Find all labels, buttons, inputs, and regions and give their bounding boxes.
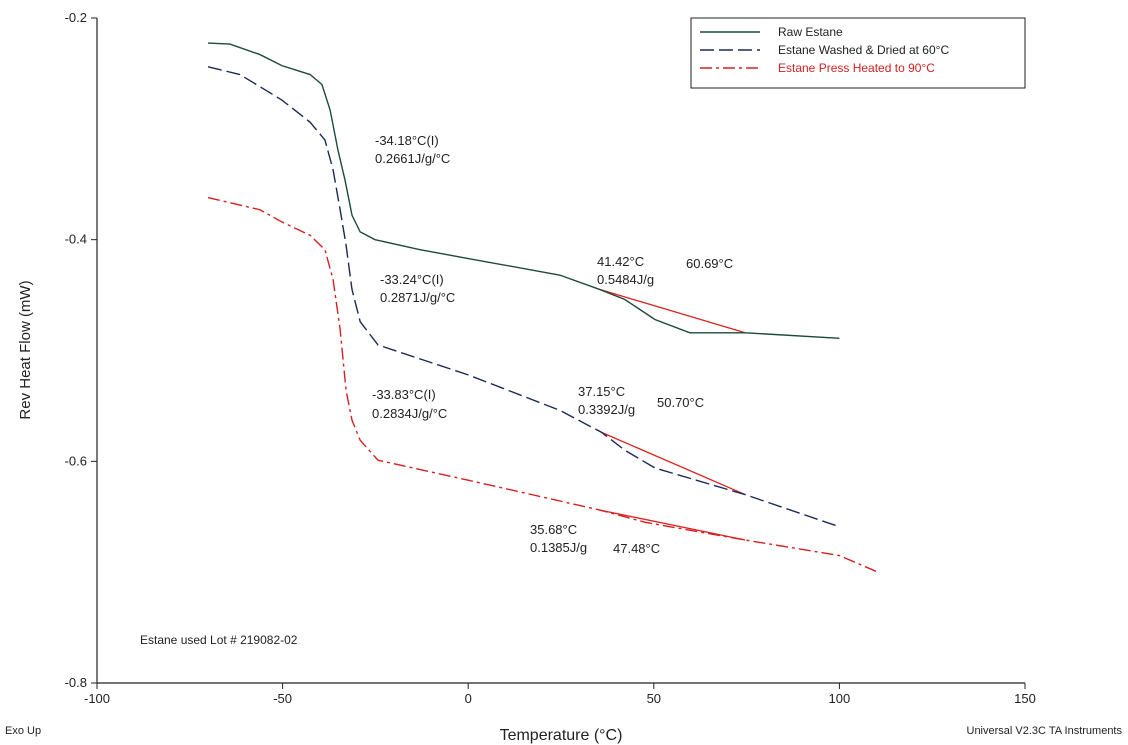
annotation: -34.18°C(I) [375, 133, 439, 148]
tangent-line [599, 288, 746, 334]
annotation: 47.48°C [613, 541, 660, 556]
y-tick-label: -0.8 [65, 675, 87, 690]
y-tick-label: -0.6 [65, 453, 87, 468]
y-tick-label: -0.2 [65, 10, 87, 25]
data-line [207, 66, 840, 528]
annotation: 60.69°C [686, 256, 733, 271]
annotation: 0.2834J/g/°C [372, 406, 447, 421]
x-tick-label: 100 [829, 691, 851, 706]
annotation: 41.42°C [597, 254, 644, 269]
annotation: 35.68°C [530, 522, 577, 537]
x-tick-label: 0 [465, 691, 472, 706]
annotation: -33.83°C(I) [372, 387, 436, 402]
data-line [207, 42, 840, 340]
annotation: 0.1385J/g [530, 540, 587, 555]
annotation: 50.70°C [657, 395, 704, 410]
x-tick-label: -100 [84, 691, 110, 706]
footer-right: Universal V2.3C TA Instruments [967, 725, 1123, 737]
tangent-line [601, 431, 746, 496]
x-tick-label: 150 [1014, 691, 1036, 706]
annotation: 0.3392J/g [578, 402, 635, 417]
annotation: 37.15°C [578, 384, 625, 399]
x-tick-label: -50 [273, 691, 292, 706]
tangent-line [599, 509, 746, 541]
annotation: 0.5484J/g [597, 272, 654, 287]
annotation: -33.24°C(I) [380, 272, 444, 287]
legend-label: Raw Estane [778, 25, 843, 39]
annotation: 0.2871J/g/°C [380, 290, 455, 305]
legend-box [690, 17, 1026, 89]
legend-label: Estane Washed & Dried at 60°C [778, 43, 949, 57]
footer-left: Exo Up [5, 725, 41, 737]
y-axis-label: Rev Heat Flow (mW) [17, 280, 34, 419]
data-line [207, 196, 879, 573]
annotation: Estane used Lot # 219082-02 [140, 633, 298, 647]
legend-label: Estane Press Heated to 90°C [778, 61, 935, 75]
annotation: 0.2661J/g/°C [375, 151, 450, 166]
x-axis-label: Temperature (°C) [500, 727, 623, 744]
y-tick-label: -0.4 [65, 232, 87, 247]
x-tick-label: 50 [647, 691, 661, 706]
